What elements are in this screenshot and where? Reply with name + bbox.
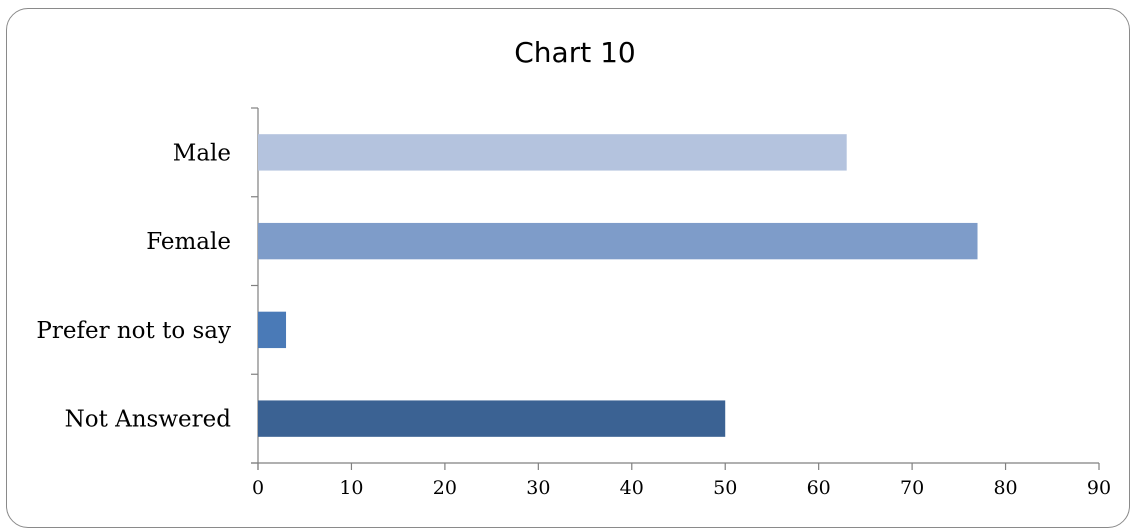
chart-frame (6, 8, 1130, 528)
chart-title: Chart 10 (514, 36, 636, 69)
x-tick-label: 30 (526, 477, 550, 499)
bar-not-answered (258, 400, 726, 437)
category-label: Male (173, 140, 231, 166)
x-tick-label: 10 (339, 477, 363, 499)
x-tick-label: 50 (713, 477, 737, 499)
x-tick-label: 60 (807, 477, 831, 499)
bar-prefer-not-to-say (258, 311, 287, 349)
x-tick-label: 20 (433, 477, 457, 499)
x-tick-label: 90 (1087, 477, 1111, 499)
category-label: Female (146, 229, 231, 255)
x-tick-label: 80 (993, 477, 1017, 499)
x-tick-label: 40 (620, 477, 644, 499)
x-tick-label: 0 (252, 477, 264, 499)
category-label: Not Answered (65, 407, 232, 433)
bar-male (258, 134, 847, 171)
x-tick-label: 70 (900, 477, 924, 499)
category-label: Prefer not to say (36, 318, 231, 344)
bar-female (258, 222, 978, 260)
